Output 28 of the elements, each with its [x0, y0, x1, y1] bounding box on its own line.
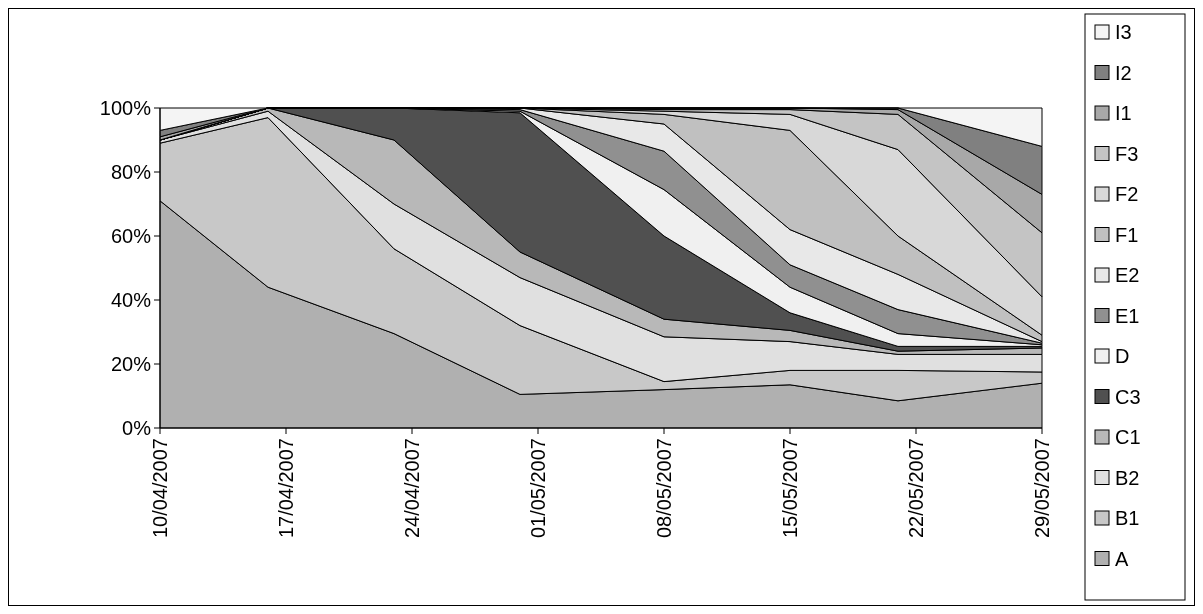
legend-label: A — [1115, 547, 1129, 570]
legend-label: B1 — [1115, 507, 1140, 529]
y-tick-label: 80% — [110, 161, 152, 183]
y-tick-label: 20% — [110, 353, 152, 375]
legend-label: F1 — [1115, 223, 1139, 246]
y-tick-label: 60% — [110, 225, 152, 247]
legend-label: I1 — [1115, 102, 1132, 124]
legend-label: E1 — [1115, 304, 1140, 327]
legend-label: D — [1115, 345, 1130, 367]
x-tick-label: 08/05/2007 — [653, 438, 675, 539]
legend-label: I3 — [1115, 21, 1132, 43]
x-tick-label: 10/04/2007 — [149, 438, 171, 539]
x-tick-label: 17/04/2007 — [275, 438, 297, 539]
x-tick-label: 01/05/2007 — [527, 438, 549, 539]
x-tick-label: 22/05/2007 — [905, 438, 927, 539]
legend-label: F3 — [1115, 142, 1139, 165]
legend-label: C3 — [1115, 385, 1141, 408]
y-tick-label: 0% — [122, 417, 152, 439]
legend-label: F2 — [1115, 183, 1139, 205]
x-tick-label: 15/05/2007 — [779, 438, 801, 539]
legend-label: I2 — [1115, 61, 1132, 84]
y-tick-label: 100% — [99, 97, 152, 119]
legend-label: C1 — [1115, 426, 1141, 448]
x-tick-label: 24/04/2007 — [401, 438, 423, 539]
x-tick-label: 29/05/2007 — [1031, 438, 1053, 539]
legend-label: E2 — [1115, 264, 1140, 286]
legend-label: B2 — [1115, 466, 1140, 489]
y-tick-label: 40% — [110, 289, 152, 311]
